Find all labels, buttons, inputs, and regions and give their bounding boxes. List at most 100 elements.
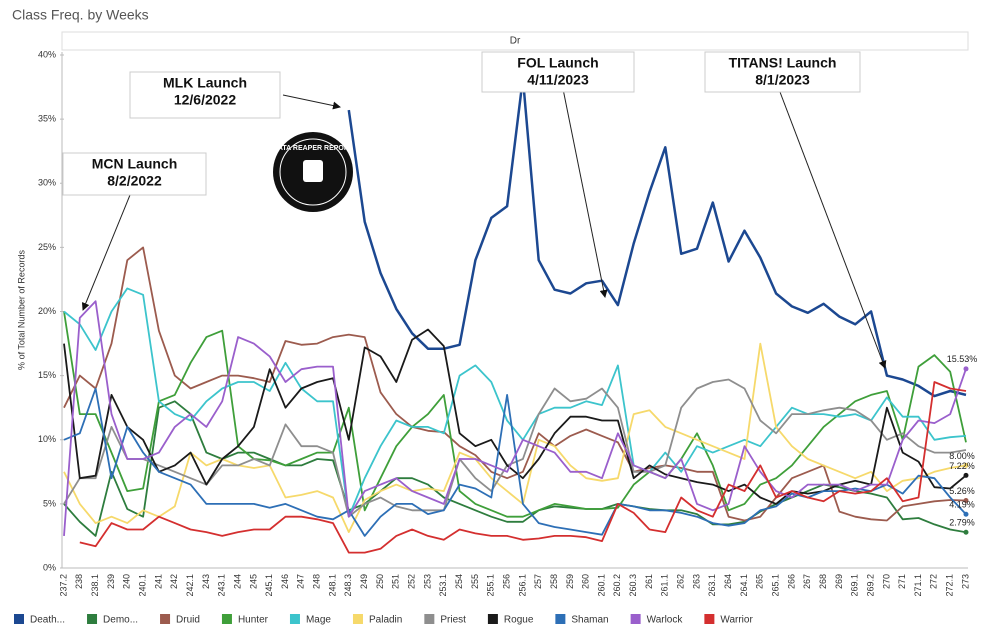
x-tick-label: 271.1 <box>913 574 923 597</box>
x-tick-label: 260.1 <box>596 574 606 597</box>
x-tick-label: 238 <box>74 574 84 589</box>
y-tick-label: 15% <box>38 370 56 380</box>
logo-icon <box>303 160 323 182</box>
annotation-arrow <box>779 91 887 369</box>
x-tick-label: 249 <box>359 574 369 589</box>
annotation-text: 8/2/2022 <box>107 173 162 189</box>
x-tick-label: 240.1 <box>137 574 147 597</box>
value-label: 5.26% <box>949 486 975 496</box>
x-tick-label: 243.1 <box>217 574 227 597</box>
series-line <box>63 378 967 518</box>
legend-swatch <box>704 614 715 624</box>
x-tick-label: 240 <box>122 574 132 589</box>
series-line <box>63 311 967 518</box>
x-tick-label: 262 <box>676 574 686 589</box>
end-point <box>963 511 969 517</box>
legend-label: Demo... <box>103 615 138 626</box>
series-line <box>63 328 967 505</box>
end-point <box>963 529 969 535</box>
y-tick-label: 35% <box>38 114 56 124</box>
annotation-box <box>62 152 207 196</box>
annotation-arrow <box>81 194 131 311</box>
legend-swatch <box>352 614 363 624</box>
legend-swatch <box>424 614 435 624</box>
annotation-box <box>704 51 861 93</box>
header: Dr <box>510 36 521 47</box>
logo-ring <box>279 138 347 206</box>
x-tick-label: 253.1 <box>438 574 448 597</box>
annotation-arrow <box>282 94 341 110</box>
end-point <box>963 462 969 468</box>
annotation-box <box>129 71 281 119</box>
x-tick-label: 245 <box>248 574 258 589</box>
value-label: 7.22% <box>949 461 975 471</box>
legend-label: Rogue <box>504 615 534 626</box>
legend-label: Paladin <box>369 615 402 626</box>
x-tick-label: 271 <box>897 574 907 589</box>
x-tick-label: 269.2 <box>865 574 875 597</box>
x-tick-label: 244 <box>232 574 242 589</box>
end-point <box>963 472 969 478</box>
header-bar <box>61 31 969 51</box>
x-tick-label: 263 <box>691 574 701 589</box>
legend-swatch <box>487 614 498 624</box>
annotation-text: MCN Launch <box>92 156 178 172</box>
x-tick-label: 264 <box>723 574 733 589</box>
x-tick-label: 266 <box>786 574 796 589</box>
value-label: 15.53% <box>947 354 978 364</box>
x-tick-label: 268 <box>818 574 828 589</box>
x-tick-label: 261 <box>644 574 654 589</box>
x-tick-label: 245.1 <box>264 574 274 597</box>
y-axis-label: % of Total Number of Records <box>16 250 26 370</box>
x-tick-label: 248.1 <box>327 574 337 597</box>
x-tick-label: 246 <box>280 574 290 589</box>
x-tick-label: 258 <box>549 574 559 589</box>
series-line <box>347 76 967 398</box>
legend-label: Shaman <box>571 615 608 626</box>
x-tick-label: 247 <box>296 574 306 589</box>
x-tick-label: 272.1 <box>945 574 955 597</box>
legend-swatch <box>289 614 300 624</box>
x-tick-label: 270 <box>881 574 891 589</box>
x-tick-label: 248 <box>312 574 322 589</box>
series-line <box>63 287 967 518</box>
legend-swatch <box>14 614 24 624</box>
x-tick-label: 257 <box>533 574 543 589</box>
legend-label: Priest <box>440 615 466 626</box>
x-tick-label: 260 <box>581 574 591 589</box>
annotation-text: 8/1/2023 <box>755 72 810 88</box>
x-tick-label: 269.1 <box>850 574 860 597</box>
y-tick-label: 40% <box>38 49 56 59</box>
x-tick-label: 261.1 <box>660 574 670 597</box>
legend-swatch <box>221 614 232 624</box>
legend-label: Mage <box>306 615 331 626</box>
chart-title: Class Freq. by Weeks <box>12 7 149 23</box>
x-tick-label: 273 <box>960 574 970 589</box>
x-tick-label: 241 <box>153 574 163 589</box>
x-tick-label: 272 <box>929 574 939 589</box>
end-point <box>963 498 969 504</box>
value-label: 4.19% <box>949 500 975 510</box>
annotation-text: TITANS! Launch <box>729 55 837 71</box>
x-tick-label: 242 <box>169 574 179 589</box>
x-tick-label: 260.2 <box>612 574 622 597</box>
x-tick-label: 252 <box>407 574 417 589</box>
x-tick-label: 265 <box>755 574 765 589</box>
series-line <box>79 381 967 554</box>
x-tick-label: 256 <box>501 574 511 589</box>
annotation-text: 12/6/2022 <box>174 92 236 108</box>
x-tick-label: 237.2 <box>58 574 68 597</box>
legend-swatch <box>555 614 566 624</box>
x-tick-label: 264.1 <box>739 574 749 597</box>
x-tick-label: 242.1 <box>185 574 195 597</box>
legend-label: Druid <box>176 615 200 626</box>
value-label: 2.79% <box>949 518 975 528</box>
y-tick-label: 25% <box>38 242 56 252</box>
series-line <box>63 387 967 537</box>
y-tick-label: 0% <box>43 562 56 572</box>
y-tick-label: 20% <box>38 306 56 316</box>
value-label: 8.00% <box>949 451 975 461</box>
legend-swatch <box>630 614 641 624</box>
legend-label: Hunter <box>238 615 269 626</box>
